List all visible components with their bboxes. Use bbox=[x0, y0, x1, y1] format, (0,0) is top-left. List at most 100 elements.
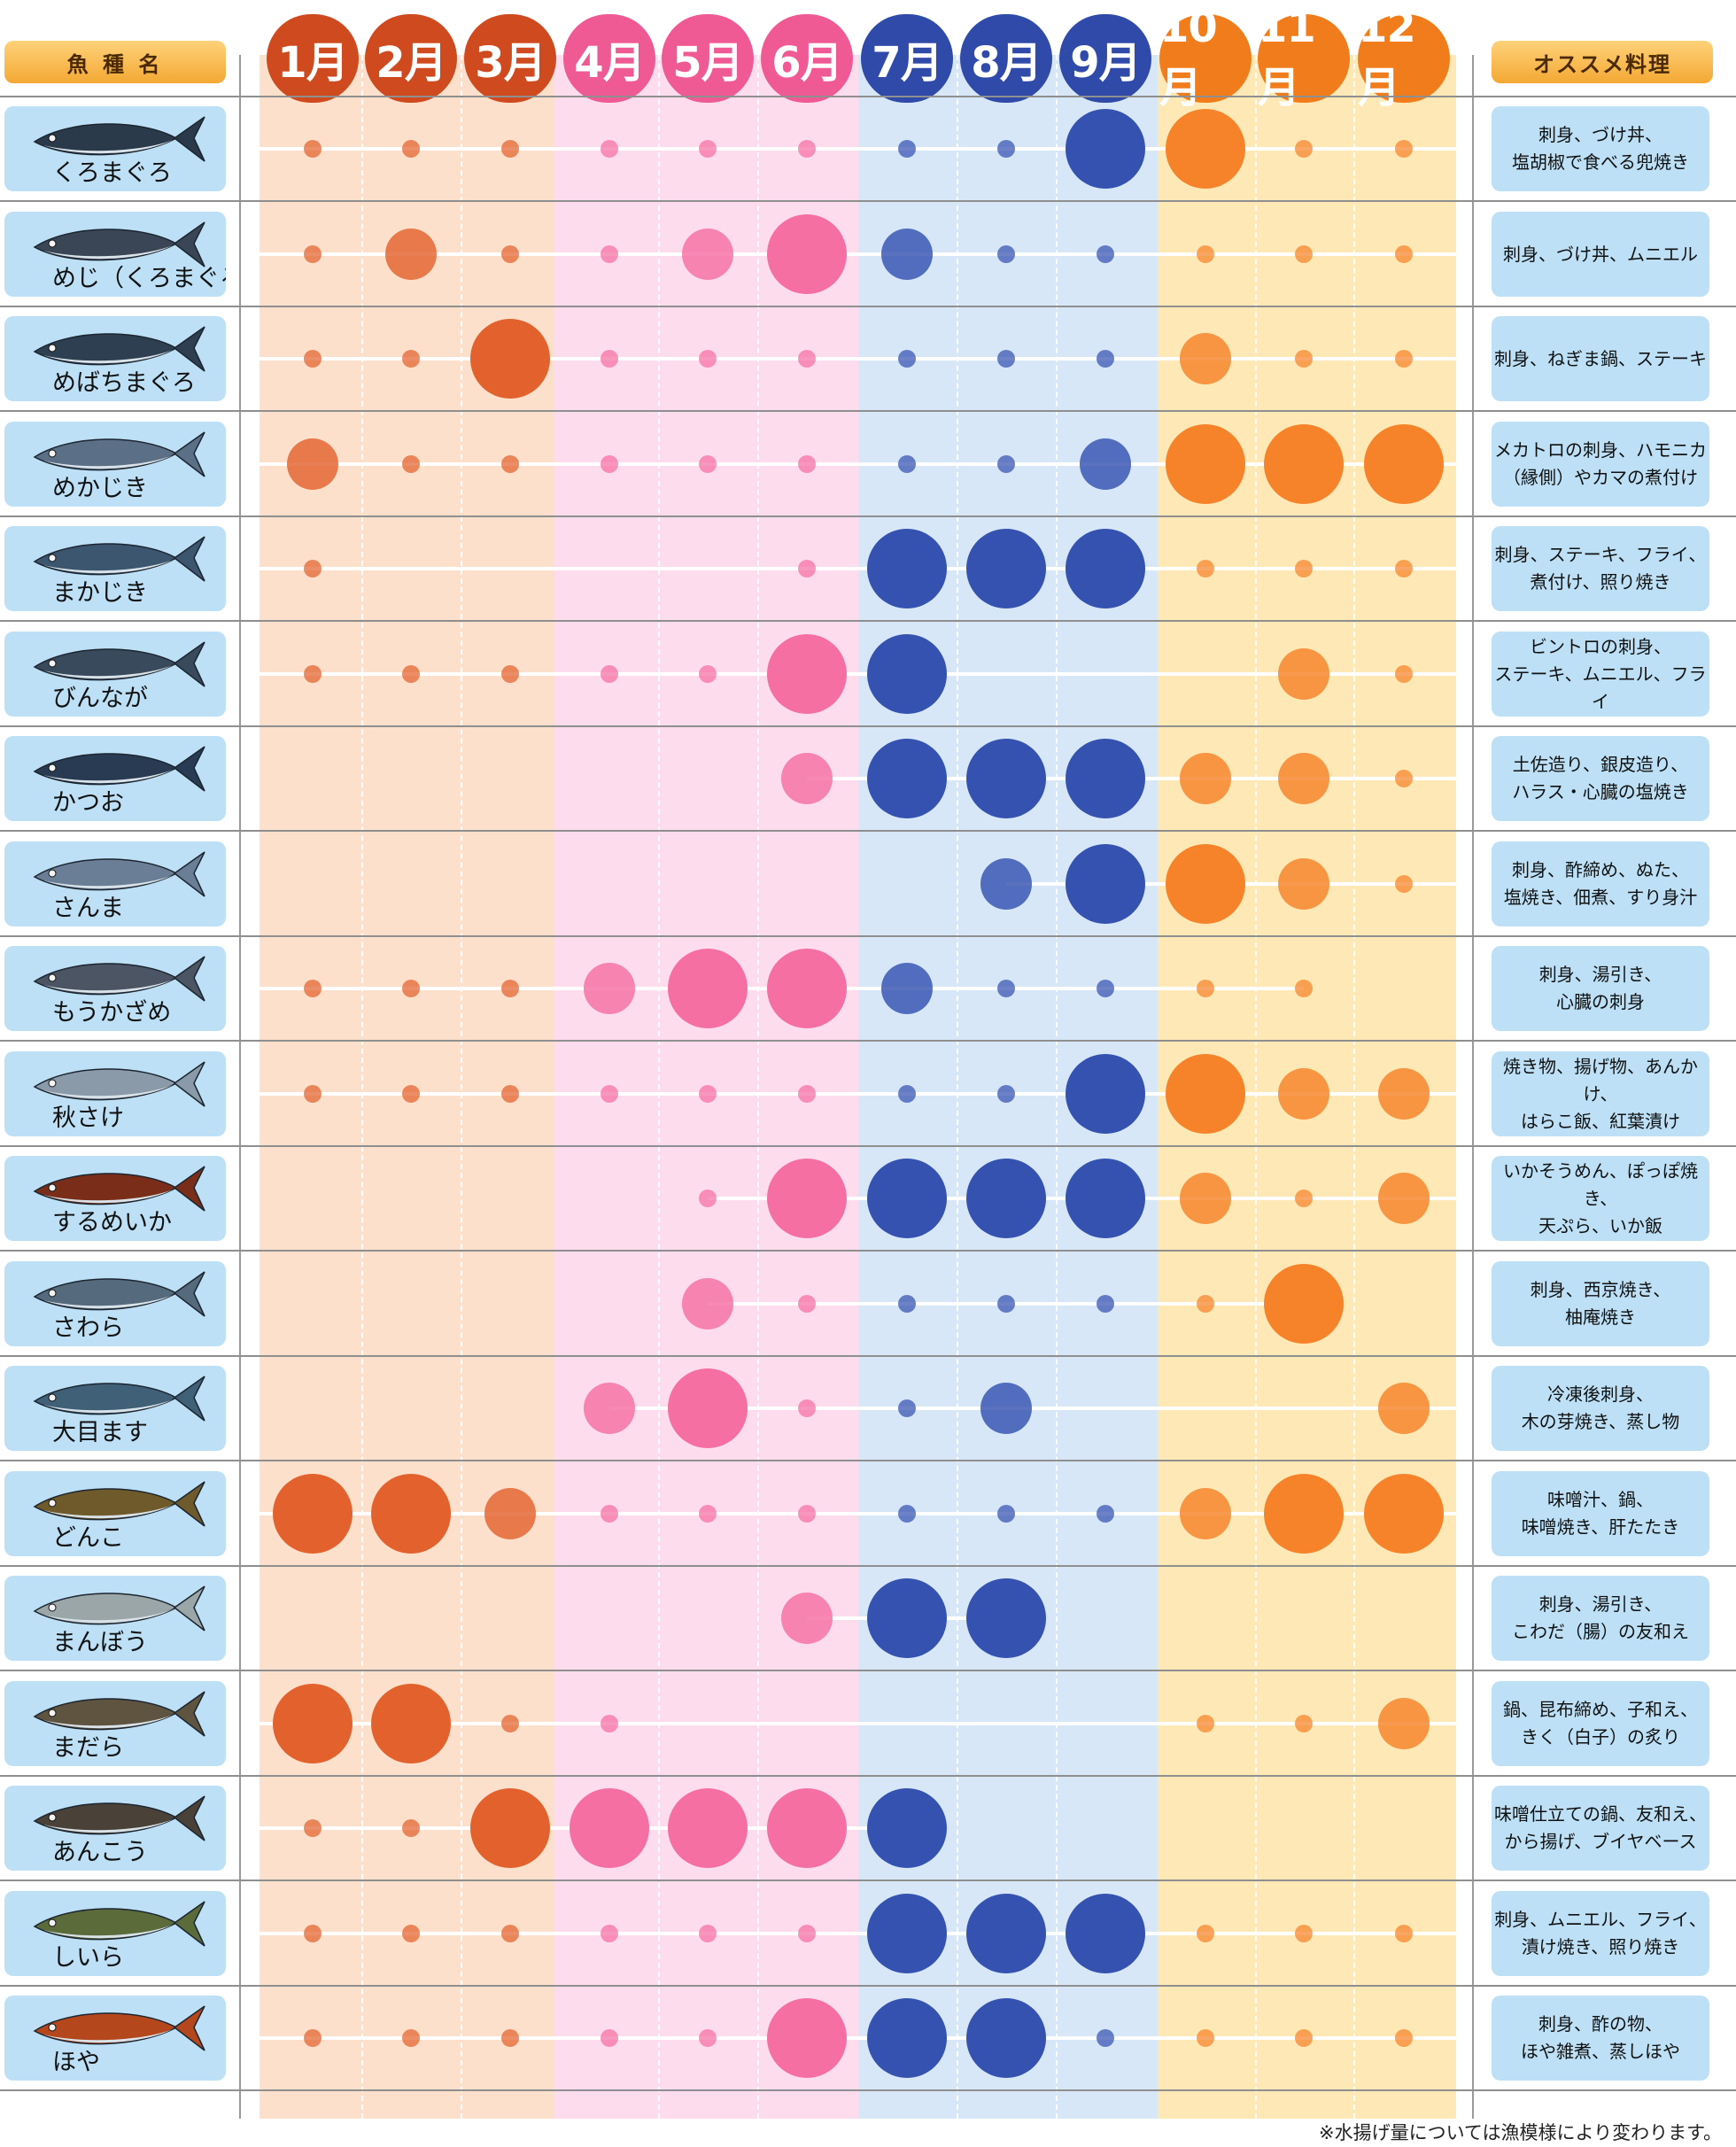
fish-name: びんなが bbox=[52, 685, 148, 712]
recipe-card: 刺身、ねぎま鍋、ステーキ bbox=[1492, 316, 1709, 401]
recipe-text: 刺身、ムニエル、フライ、 漬け焼き、照り焼き bbox=[1494, 1909, 1707, 1957]
footnote: ※水揚げ量については漁模様により変わります。 bbox=[1318, 2122, 1722, 2143]
catch-bubble bbox=[867, 1578, 947, 1658]
catch-bubble bbox=[601, 1715, 618, 1732]
row-separator bbox=[0, 200, 1736, 202]
recipe-card: ビントロの刺身、 ステーキ、ムニエル、フライ bbox=[1492, 632, 1709, 717]
catch-bubble bbox=[601, 1925, 618, 1942]
recipe-text: 味噌汁、鍋、 味噌焼き、肝たたき bbox=[1521, 1489, 1680, 1538]
catch-bubble bbox=[1166, 424, 1245, 504]
catch-bubble bbox=[867, 634, 947, 714]
catch-bubble bbox=[699, 665, 717, 683]
catch-bubble bbox=[682, 1278, 733, 1329]
catch-bubble bbox=[501, 2029, 519, 2047]
catch-bubble bbox=[997, 350, 1015, 368]
fish-name: 大目ます bbox=[52, 1419, 148, 1446]
recipe-card: メカトロの刺身、ハモニカ （縁側）やカマの煮付け bbox=[1492, 422, 1709, 507]
catch-bubble bbox=[1395, 665, 1413, 683]
fish-illustration bbox=[33, 116, 205, 162]
month-divider bbox=[361, 55, 363, 2119]
catch-bubble bbox=[1295, 980, 1313, 997]
recipe-card: 刺身、ステーキ、フライ、 煮付け、照り焼き bbox=[1492, 526, 1709, 611]
recipe-card: 刺身、酢締め、ぬた、 塩焼き、佃煮、すり身汁 bbox=[1492, 841, 1709, 926]
fish-illustration bbox=[33, 1376, 205, 1422]
fish-card: めばちまぐろ bbox=[4, 316, 226, 401]
catch-bubble bbox=[798, 1399, 816, 1417]
recipe-text: いかそうめん、ぽっぽ焼き、 天ぷら、いか飯 bbox=[1503, 1159, 1698, 1236]
catch-bubble bbox=[1097, 980, 1114, 997]
recipe-text: 刺身、湯引き、 こわだ（腸）の友和え bbox=[1512, 1593, 1689, 1642]
catch-bubble bbox=[273, 1684, 353, 1763]
catch-bubble bbox=[402, 1925, 420, 1942]
catch-bubble bbox=[601, 455, 618, 473]
catch-bubble bbox=[1364, 1474, 1444, 1554]
fish-card: あんこう bbox=[4, 1786, 226, 1871]
fish-name: ほや bbox=[52, 2049, 100, 2076]
fish-illustration bbox=[33, 851, 205, 897]
catch-bubble bbox=[898, 1295, 916, 1313]
catch-bubble bbox=[1295, 140, 1313, 158]
fish-illustration bbox=[33, 1166, 205, 1212]
month-divider bbox=[757, 55, 759, 2119]
catch-bubble bbox=[1080, 438, 1131, 490]
catch-bubble bbox=[699, 455, 717, 473]
catch-bubble bbox=[1395, 560, 1413, 577]
fish-illustration bbox=[33, 431, 205, 477]
catch-bubble bbox=[798, 1295, 816, 1313]
fish-illustration bbox=[33, 956, 205, 1002]
recipe-card: 冷凍後刺身、 木の芽焼き、蒸し物 bbox=[1492, 1366, 1709, 1451]
fish-name: かつお bbox=[52, 789, 124, 817]
fish-illustration bbox=[33, 1271, 205, 1317]
catch-bubble bbox=[867, 1998, 947, 2078]
catch-bubble bbox=[1097, 245, 1114, 263]
catch-bubble bbox=[1364, 424, 1444, 504]
catch-bubble bbox=[1166, 109, 1245, 189]
catch-bubble bbox=[898, 1505, 916, 1523]
catch-bubble bbox=[980, 1383, 1032, 1434]
catch-bubble bbox=[1278, 858, 1329, 910]
catch-bubble bbox=[668, 1368, 748, 1448]
catch-bubble bbox=[1066, 1159, 1145, 1238]
fish-card: まかじき bbox=[4, 526, 226, 611]
month-header: 7月 bbox=[861, 14, 953, 103]
fish-card: さんま bbox=[4, 841, 226, 926]
catch-bubble bbox=[501, 245, 519, 263]
recipe-card: 味噌仕立ての鍋、友和え、 から揚げ、ブイヤベース bbox=[1492, 1786, 1709, 1871]
catch-bubble bbox=[1097, 1505, 1114, 1523]
recipe-card: 土佐造り、銀皮造り、 ハラス・心臓の塩焼き bbox=[1492, 736, 1709, 821]
catch-bubble bbox=[402, 140, 420, 158]
catch-bubble bbox=[699, 1505, 717, 1523]
catch-bubble bbox=[371, 1474, 451, 1554]
row-separator bbox=[0, 620, 1736, 622]
catch-bubble bbox=[966, 739, 1046, 818]
catch-bubble bbox=[997, 1085, 1015, 1103]
catch-bubble bbox=[867, 529, 947, 608]
catch-bubble bbox=[1264, 1474, 1344, 1554]
recipe-card: 刺身、づけ丼、ムニエル bbox=[1492, 212, 1709, 297]
recipe-text: 焼き物、揚げ物、あんかけ、 はらこ飯、紅葉漬け bbox=[1503, 1055, 1698, 1132]
catch-bubble bbox=[1197, 245, 1214, 263]
catch-bubble bbox=[570, 1788, 649, 1868]
month-header: 3月 bbox=[464, 14, 556, 103]
catch-bubble bbox=[1097, 350, 1114, 368]
catch-bubble bbox=[699, 350, 717, 368]
row-separator bbox=[0, 1670, 1736, 1671]
catch-bubble bbox=[699, 2029, 717, 2047]
fish-illustration bbox=[33, 536, 205, 582]
catch-bubble bbox=[898, 455, 916, 473]
catch-bubble bbox=[1197, 560, 1214, 577]
catch-bubble bbox=[668, 1788, 748, 1868]
catch-bubble bbox=[402, 1085, 420, 1103]
month-header: 6月 bbox=[761, 14, 853, 103]
row-separator bbox=[0, 2089, 1736, 2091]
catch-bubble bbox=[867, 1894, 947, 1973]
catch-bubble bbox=[997, 1295, 1015, 1313]
fish-card: ほや bbox=[4, 1996, 226, 2081]
catch-bubble bbox=[304, 2029, 322, 2047]
fish-card: さわら bbox=[4, 1261, 226, 1346]
fish-name: さんま bbox=[52, 895, 124, 922]
catch-bubble bbox=[1295, 1715, 1313, 1732]
catch-bubble bbox=[304, 350, 322, 368]
recipe-text: 刺身、づけ丼、 塩胡椒で食べる兜焼き bbox=[1512, 124, 1689, 173]
